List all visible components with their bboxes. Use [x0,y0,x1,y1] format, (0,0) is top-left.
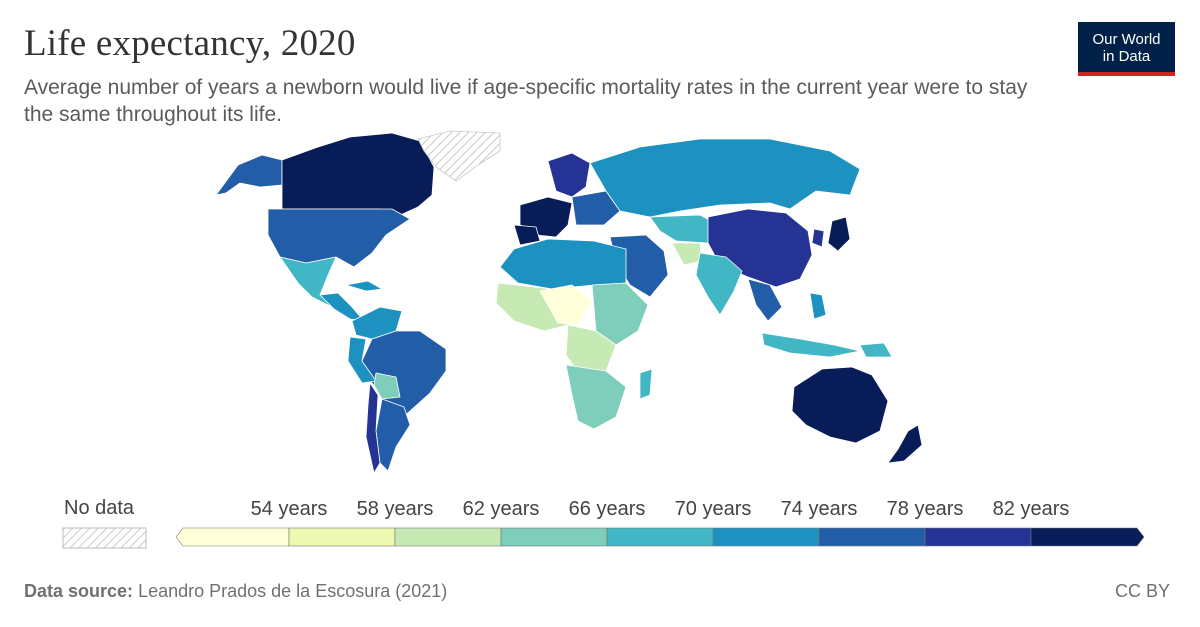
region-australia[interactable] [791,366,889,444]
legend-bin-6[interactable] [818,527,926,547]
region-afghanistan[interactable] [671,242,703,266]
region-russia[interactable] [589,138,861,218]
legend-tick-label: 58 years [357,498,434,520]
footer-source-value: Leandro Prados de la Escosura (2021) [138,581,448,601]
legend-bin-1[interactable] [288,527,396,547]
color-legend: 54 years 58 years 62 years 66 years 70 years… [62,498,1145,549]
footer-license[interactable]: CC BY [1114,581,1170,601]
region-southern-africa[interactable] [565,364,627,430]
footer-source-label: Data source: [24,581,134,601]
region-usa[interactable] [267,208,411,268]
legend-tick-label: 70 years [675,498,752,520]
region-japan[interactable] [827,216,851,252]
region-southeast-asia[interactable] [747,278,783,322]
region-papua[interactable] [859,342,893,358]
region-madagascar[interactable] [639,368,653,400]
region-sahel[interactable] [539,284,593,326]
region-iberia[interactable] [513,224,541,246]
region-canada[interactable] [281,132,435,218]
region-indonesia[interactable] [761,332,861,358]
region-korea[interactable] [811,228,825,248]
logo-line-2: in Data [1102,48,1151,65]
chart-title: Life expectancy, 2020 [24,23,356,64]
region-eastern-europe[interactable] [571,190,621,226]
chart-subtitle: Average number of years a newborn would … [24,76,1028,126]
region-greenland[interactable] [417,130,501,182]
region-scandinavia[interactable] [547,152,591,198]
legend-tick-label: 62 years [463,498,540,520]
legend-bin-8[interactable] [1030,527,1145,547]
legend-tick-label: 66 years [569,498,646,520]
footer-source: Data source: Leandro Prados de la Escosu… [24,581,447,602]
legend-bin-3[interactable] [500,527,608,547]
region-central-america[interactable] [319,292,365,322]
legend-no-data-swatch [62,527,147,549]
region-argentina[interactable] [375,398,411,472]
legend-bin-7[interactable] [924,527,1032,547]
legend-bin-0[interactable] [175,527,290,547]
legend-bin-5[interactable] [712,527,820,547]
region-chile[interactable] [365,382,381,474]
legend-tick-label: 54 years [251,498,328,520]
logo-line-1: Our World [1092,31,1161,48]
legend-tick-label: 78 years [887,498,964,520]
legend-bin-4[interactable] [606,527,714,547]
owid-logo[interactable]: Our World in Data [1078,22,1175,76]
world-map[interactable] [0,125,1200,475]
legend-no-data-label: No data [64,497,135,519]
legend-tick-label: 74 years [781,498,858,520]
region-caribbean[interactable] [345,280,383,292]
region-new-zealand[interactable] [887,424,923,464]
region-alaska[interactable] [215,154,283,196]
region-bolivia[interactable] [373,372,401,400]
region-north-africa[interactable] [499,238,627,290]
legend-tick-label: 82 years [993,498,1070,520]
region-india[interactable] [695,252,743,316]
legend-bin-2[interactable] [394,527,502,547]
region-philippines[interactable] [809,292,827,320]
